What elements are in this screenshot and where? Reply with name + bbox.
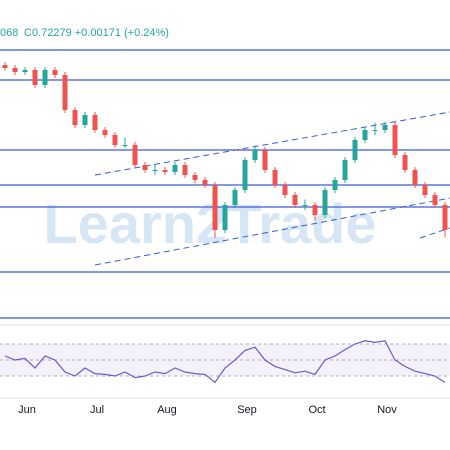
candle-body: [422, 185, 428, 195]
trendline: [94, 111, 450, 176]
candle-body: [52, 70, 58, 75]
candle-body: [352, 140, 358, 160]
candle-body: [412, 170, 418, 185]
candle-body: [32, 70, 38, 85]
candle-body: [402, 155, 408, 170]
candle-body: [262, 150, 268, 170]
rsi-pane: [0, 340, 450, 384]
candle-body: [142, 165, 148, 170]
candle-body: [292, 195, 298, 205]
candle-body: [12, 68, 18, 72]
candle-body: [192, 175, 198, 180]
candle-body: [252, 150, 258, 160]
ticker-fragment: 068: [0, 27, 18, 39]
candle-body: [112, 135, 118, 145]
candle-body: [282, 185, 288, 195]
candle-body: [372, 130, 378, 131]
grid: [0, 324, 450, 399]
candle-body: [322, 190, 328, 215]
trendline: [419, 227, 450, 239]
close-info: C0.72279 +0.00171 (+0.24%): [24, 27, 169, 39]
candle-body: [62, 75, 68, 110]
x-tick-label: Aug: [157, 404, 177, 416]
candle-body: [242, 160, 248, 190]
trendline: [94, 197, 450, 266]
candle-body: [2, 65, 8, 68]
candle-body: [272, 170, 278, 185]
rsi-line: [4, 340, 446, 384]
candle-body: [92, 115, 98, 130]
candle-body: [182, 165, 188, 175]
candle-body: [232, 190, 238, 205]
candle-body: [302, 205, 308, 206]
candle-body: [82, 115, 88, 125]
candle-body: [152, 170, 158, 171]
candle-body: [42, 70, 48, 85]
x-tick-label: Jun: [18, 404, 36, 416]
candle-body: [22, 70, 28, 72]
candle-body: [122, 145, 128, 146]
candle-body: [382, 125, 388, 130]
candle-body: [212, 185, 218, 230]
x-tick-label: Jul: [90, 404, 104, 416]
levels: [0, 49, 450, 319]
x-tick-label: Sep: [237, 404, 257, 416]
candle-body: [332, 180, 338, 190]
candle-body: [102, 130, 108, 135]
candle-body: [72, 110, 78, 125]
candle-body: [162, 170, 168, 172]
candle-body: [202, 180, 208, 185]
candle-body: [132, 145, 138, 165]
candle-body: [392, 125, 398, 155]
x-tick-label: Oct: [308, 404, 325, 416]
x-tick-label: Nov: [377, 404, 397, 416]
candle-body: [222, 205, 228, 230]
candle-body: [442, 205, 448, 230]
candle-body: [172, 165, 178, 172]
candle-body: [312, 205, 318, 215]
x-axis: Jun Jul Aug Sep Oct Nov: [18, 404, 397, 416]
candle-body: [362, 130, 368, 140]
candle-body: [342, 160, 348, 180]
candle-body: [432, 195, 438, 205]
watermark: Learn2Trade: [43, 192, 376, 255]
candles: [2, 62, 448, 238]
